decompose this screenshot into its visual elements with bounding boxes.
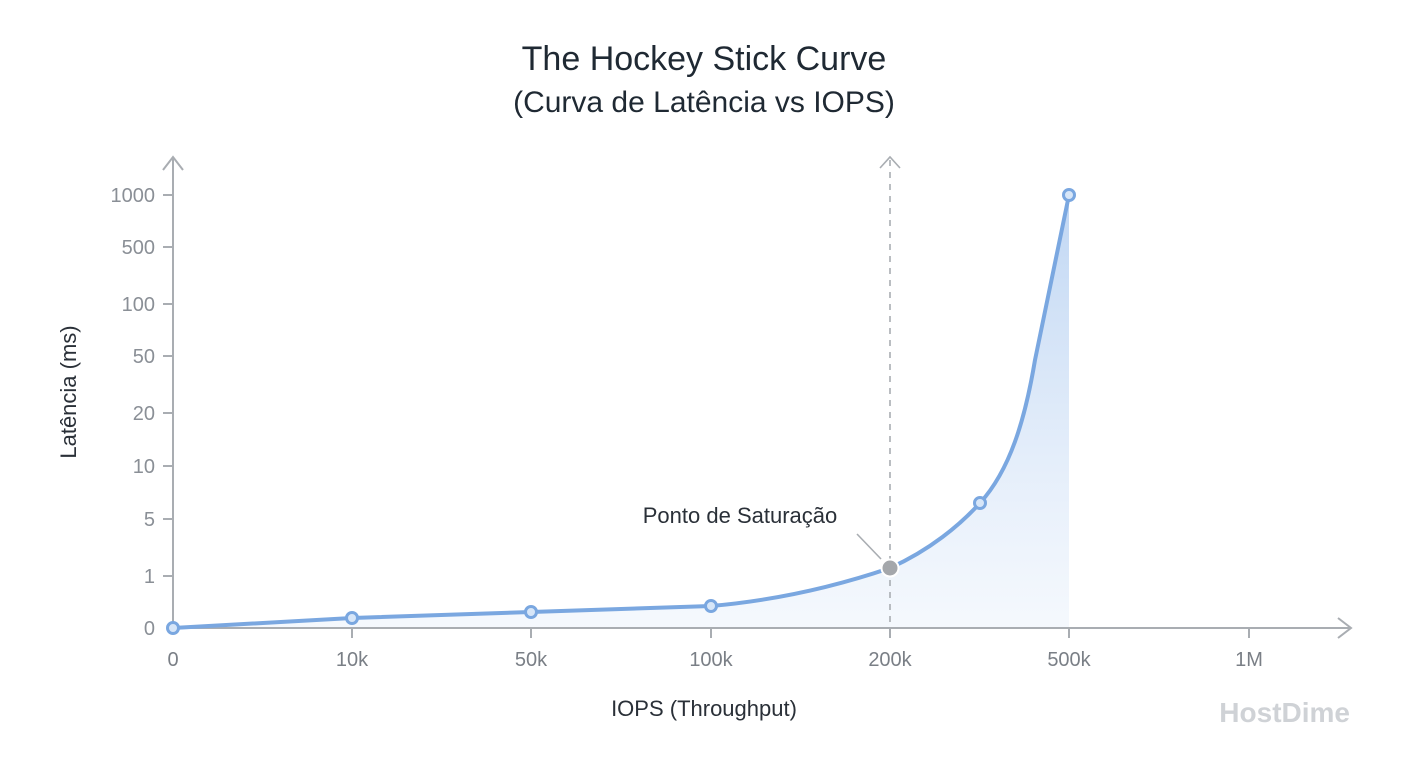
saturation-label: Ponto de Saturação xyxy=(643,503,837,528)
y-axis xyxy=(162,155,184,628)
y-axis-label: Latência (ms) xyxy=(56,325,81,458)
data-point xyxy=(704,599,718,613)
y-tick-label: 0 xyxy=(144,618,155,640)
saturation-point xyxy=(880,558,900,578)
chart-title: The Hockey Stick Curve xyxy=(521,40,887,78)
y-tick-label: 20 xyxy=(133,403,155,425)
x-tick-label: 0 xyxy=(167,649,178,671)
data-point xyxy=(345,611,359,625)
latency-curve xyxy=(171,193,1071,630)
data-point xyxy=(166,621,180,635)
data-point xyxy=(973,496,987,510)
x-axis xyxy=(173,617,1353,639)
watermark-logo: HostDime xyxy=(1219,697,1350,728)
saturation-line xyxy=(879,155,901,628)
x-tick-label: 1M xyxy=(1235,649,1263,671)
y-tick-label: 500 xyxy=(122,237,155,259)
x-tick-label: 100k xyxy=(689,649,733,671)
annotation-leader xyxy=(856,533,882,560)
y-tick-label: 1 xyxy=(144,566,155,588)
y-tick-label: 5 xyxy=(144,509,155,531)
y-tick-label: 50 xyxy=(133,346,155,368)
x-tick-label: 50k xyxy=(515,649,548,671)
data-point xyxy=(1062,188,1076,202)
chart-subtitle: (Curva de Latência vs IOPS) xyxy=(513,86,895,119)
y-tick-label: 1000 xyxy=(111,185,156,207)
x-tick-label: 500k xyxy=(1047,649,1091,671)
x-axis-label: IOPS (Throughput) xyxy=(611,696,797,721)
y-tick-label: 10 xyxy=(133,456,155,478)
x-tick-label: 10k xyxy=(336,649,369,671)
data-point xyxy=(524,605,538,619)
x-tick-label: 200k xyxy=(868,649,912,671)
y-tick-label: 100 xyxy=(122,294,155,316)
area-fill xyxy=(173,195,1069,628)
